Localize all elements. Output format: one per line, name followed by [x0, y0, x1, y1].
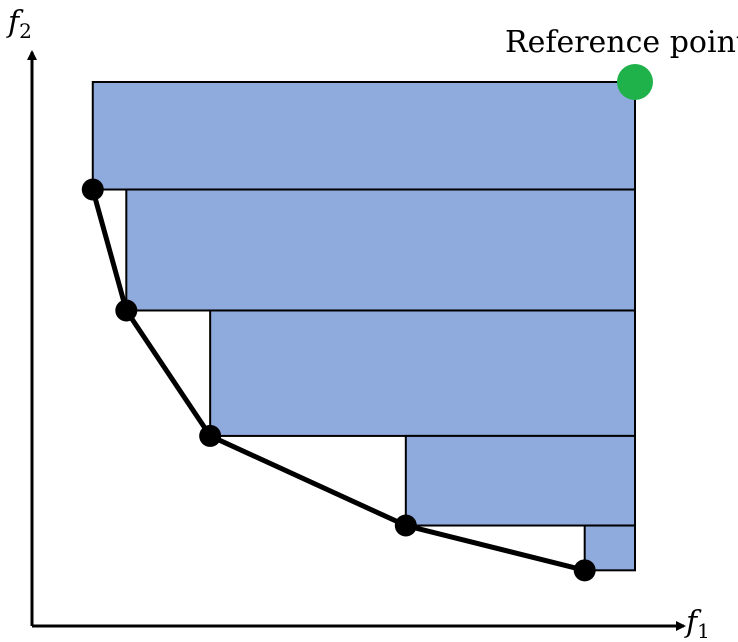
- pareto-point: [81, 178, 104, 201]
- x-axis-label-subscript: 1: [697, 619, 710, 642]
- pareto-point: [394, 514, 417, 537]
- dominated-region: [91, 81, 637, 572]
- hypervolume-rectangle: [125, 188, 636, 312]
- pareto-front-points: [81, 178, 596, 582]
- hypervolume-rectangle: [404, 434, 636, 527]
- y-axis-label-subscript: 2: [19, 19, 32, 43]
- hypervolume-rectangle: [91, 81, 636, 191]
- hypervolume-rectangle: [209, 309, 636, 437]
- reference-point: [617, 64, 653, 100]
- pareto-point: [199, 424, 222, 447]
- reference-point-label: Reference point: [505, 25, 738, 60]
- hypervolume-rectangle: [583, 524, 637, 572]
- pareto-point: [573, 559, 596, 582]
- x-axis-label: f1: [684, 605, 710, 642]
- pareto-point: [115, 299, 138, 322]
- y-axis-label: f2: [6, 5, 32, 43]
